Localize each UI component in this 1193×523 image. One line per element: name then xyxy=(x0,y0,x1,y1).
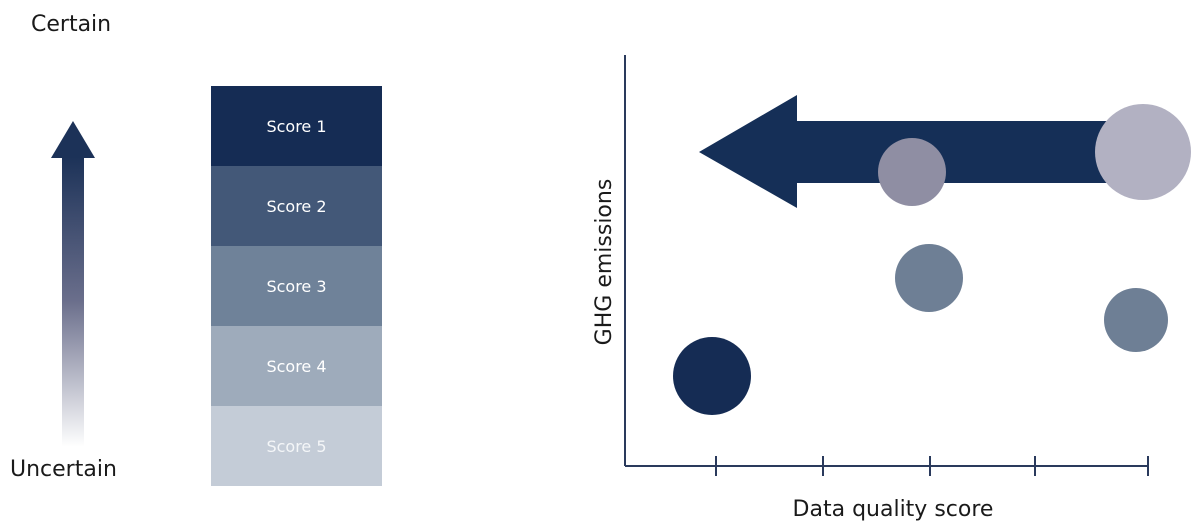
y-axis-label: GHG emissions xyxy=(592,179,617,346)
score-box-1: Score 1 xyxy=(211,86,382,166)
bubble-top-middle xyxy=(878,138,946,206)
bubble-right xyxy=(1104,288,1168,352)
bubble-middle xyxy=(895,244,963,312)
certainty-arrow xyxy=(51,121,95,447)
score-box-2: Score 2 xyxy=(211,166,382,246)
uncertain-label: Uncertain xyxy=(10,457,117,482)
x-axis-label: Data quality score xyxy=(793,497,994,522)
score-box-3: Score 3 xyxy=(211,246,382,326)
score-box-4: Score 4 xyxy=(211,326,382,406)
plot-axes xyxy=(624,55,1149,476)
bubble-bottom-left xyxy=(673,337,751,415)
score-box-5: Score 5 xyxy=(211,406,382,486)
bubble-top-right xyxy=(1095,104,1191,200)
certain-label: Certain xyxy=(31,12,112,37)
